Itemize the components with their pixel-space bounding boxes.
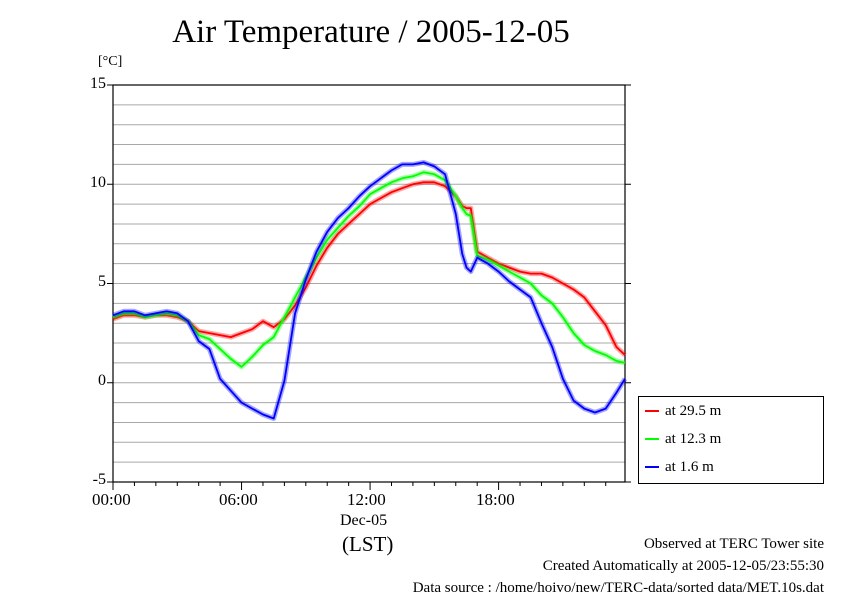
y-tick-label: 10 (90, 174, 106, 191)
footer-source: Data source : /home/hoivo/new/TERC-data/… (412, 580, 824, 596)
x-date-label: Dec-05 (340, 512, 388, 529)
series-line-halo (112, 159, 628, 421)
legend-item: at 29.5 m (645, 401, 721, 421)
y-tick-label: 0 (98, 372, 106, 389)
legend-label: at 29.5 m (665, 402, 722, 419)
x-tick-label: 06:00 (219, 490, 258, 509)
series-line (112, 161, 626, 420)
legend-label: at 1.6 m (665, 458, 714, 475)
y-axis-unit-label: [°C] (98, 54, 123, 69)
x-tick-label: 18:00 (476, 490, 515, 509)
chart-title: Air Temperature / 2005-12-05 (172, 14, 570, 50)
legend-label: at 12.3 m (665, 430, 722, 447)
legend: at 29.5 m at 12.3 m at 1.6 m (638, 396, 824, 484)
legend-item: at 1.6 m (645, 457, 714, 477)
x-tick-label: 00:00 (92, 490, 131, 509)
y-tick-label: 5 (98, 273, 106, 290)
legend-item: at 12.3 m (645, 429, 721, 449)
footer-created: Created Automatically at 2005-12-05/23:5… (542, 558, 824, 574)
legend-swatch (645, 438, 659, 440)
legend-swatch (645, 466, 659, 468)
x-tick-label: 12:00 (347, 490, 386, 509)
series-line (112, 171, 626, 368)
series-line (112, 181, 626, 356)
legend-swatch (645, 410, 659, 412)
x-axis-unit-label: (LST) (342, 532, 394, 556)
footer-site: Observed at TERC Tower site (643, 536, 824, 552)
y-tick-label: 15 (90, 75, 106, 92)
y-tick-label: -5 (92, 471, 106, 488)
